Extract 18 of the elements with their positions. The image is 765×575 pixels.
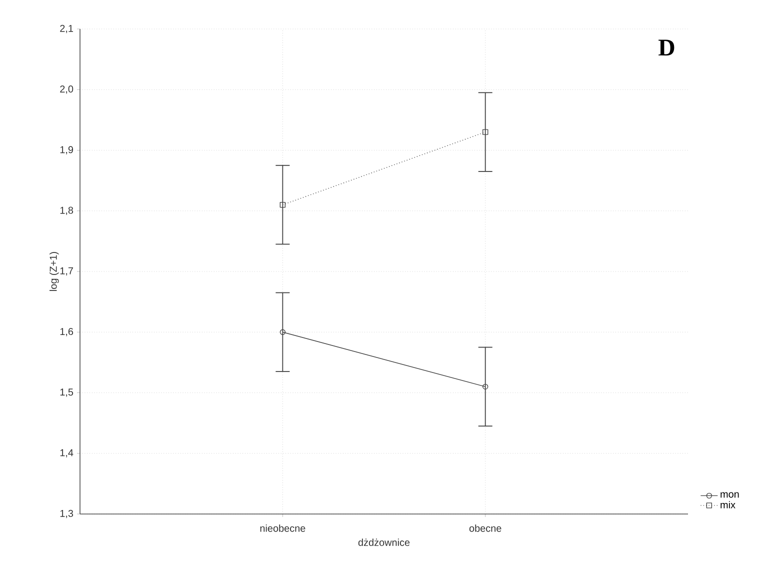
y-tick-label: 2,0	[60, 86, 74, 94]
y-tick-label: 2,1	[60, 24, 74, 34]
x-tick-label: obecne	[469, 524, 502, 532]
annotation: D	[658, 40, 674, 56]
y-tick-label: 1,8	[60, 206, 74, 215]
y-tick-label: 1,9	[60, 146, 74, 154]
legend-label: mon	[720, 492, 739, 498]
y-tick-label: 1,3	[60, 510, 74, 518]
y-axis-title: log (Z+1)	[50, 252, 59, 291]
x-axis-title: dżdżownice	[358, 538, 410, 546]
x-tick-label: nieobecne	[260, 524, 306, 532]
point	[280, 202, 286, 208]
legend-label: mix	[720, 501, 736, 508]
point	[482, 129, 488, 135]
y-tick-label: 1,7	[60, 267, 73, 276]
y-tick-label: 1,5	[60, 388, 74, 397]
y-tick-label: 1,4	[60, 449, 74, 458]
y-tick-label: 1,6	[60, 328, 74, 336]
